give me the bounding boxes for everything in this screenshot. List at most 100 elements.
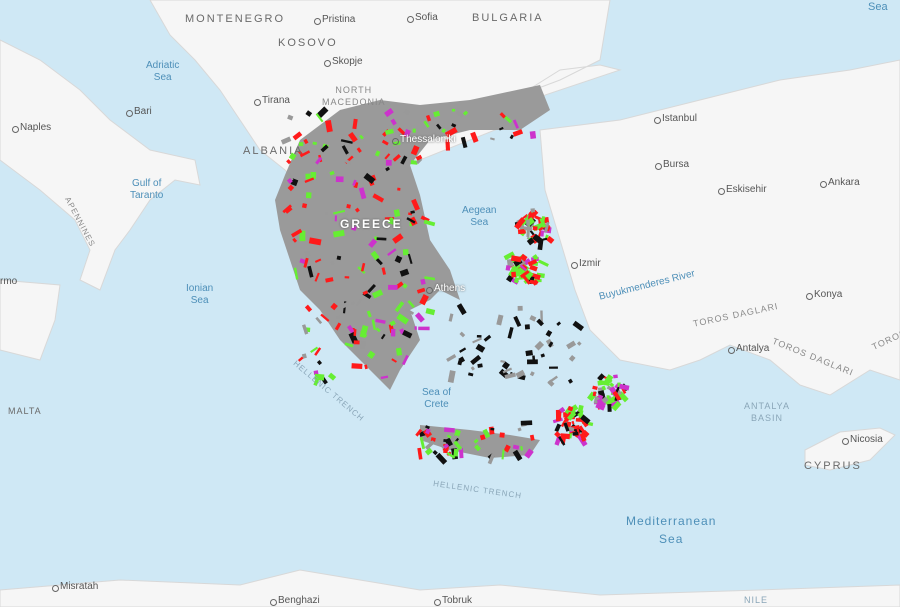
land-cover-patch [346, 324, 356, 335]
land-cover-patch [447, 370, 456, 383]
land-cover-patch [351, 363, 363, 370]
land-cover-patch [559, 406, 566, 414]
land-cover-patch [410, 210, 415, 214]
land-cover-patch [407, 253, 413, 265]
sea-label-line: Sea [153, 72, 172, 83]
land-cover-patch [374, 150, 381, 157]
land-cover-patch [362, 290, 369, 296]
city-benghazi[interactable]: Benghazi [270, 595, 320, 607]
land-cover-patch [396, 313, 410, 325]
land-cover-patch [529, 434, 535, 441]
land-cover-patch [417, 447, 423, 460]
city-nicosia[interactable]: Nicosia [842, 434, 883, 446]
city-bursa[interactable]: Bursa [655, 159, 689, 171]
land-cover-patch [435, 438, 445, 449]
land-cover-patch [496, 314, 504, 326]
land-cover-patch [402, 283, 408, 289]
land-cover-patch [560, 433, 571, 440]
sea-label-ionian: Ionian Sea [186, 283, 213, 307]
land-cover-patch [293, 267, 299, 280]
land-cover-patch [530, 208, 536, 213]
land-cover-patch [554, 423, 562, 433]
land-cover-patch [500, 359, 506, 363]
sea-label-line: Sea [659, 532, 684, 546]
city-konya[interactable]: Konya [806, 289, 842, 301]
land-cover-patch [519, 264, 527, 272]
land-cover-patch [287, 114, 294, 121]
land-cover-patch [515, 369, 526, 379]
land-cover-patch [425, 425, 430, 430]
city-izmir[interactable]: Izmir [571, 258, 601, 270]
city-antalya[interactable]: Antalya [728, 343, 769, 355]
greece-region [275, 85, 630, 465]
land-cover-patch [424, 447, 433, 456]
land-cover-patch [567, 411, 577, 421]
land-cover-patch [540, 353, 546, 358]
land-cover-patch [375, 318, 386, 324]
land-sicily [0, 279, 61, 361]
city-sofia[interactable]: Sofia [407, 12, 438, 24]
land-cover-patch [416, 287, 426, 294]
land-cover-patch [332, 229, 345, 238]
land-cover-patch [399, 268, 410, 277]
land-cover-patch [534, 340, 545, 351]
city-naples[interactable]: Naples [12, 122, 51, 134]
sea-label-line: Taranto [130, 190, 164, 201]
land-cover-patch [299, 230, 306, 242]
land-cover-patches [280, 106, 630, 465]
land-cover-patch [314, 258, 322, 263]
city-pristina[interactable]: Pristina [314, 14, 355, 26]
sea-label-line: Aegean [462, 205, 497, 216]
land-cover-patch [576, 341, 582, 346]
land-cover-patch [504, 115, 513, 124]
city-istanbul[interactable]: Istanbul [654, 113, 697, 125]
land-cover-patch [423, 219, 436, 227]
land-cover-patch [430, 437, 436, 442]
land-cover-patch [503, 444, 511, 453]
land-cover-patch [387, 248, 397, 257]
label-line: NORTH [335, 85, 373, 95]
land-cover-patch [292, 131, 303, 141]
sea-label-gulf-of-taranto: Gulf of Taranto [130, 178, 163, 202]
land-cover-patch [301, 203, 308, 209]
sea-label-adriatic: Adriatic Sea [146, 60, 179, 84]
land-cover-patch [308, 237, 322, 246]
land-cover-patch [581, 429, 590, 438]
city-misratah[interactable]: Misratah [52, 581, 98, 593]
land-cover-patch [335, 176, 344, 183]
city-bari[interactable]: Bari [126, 106, 152, 118]
sea-label-line: Mediterranean [626, 514, 717, 528]
land-cover-patch [425, 428, 431, 435]
country-label-albania: ALBANIA [243, 145, 304, 157]
city-skopje[interactable]: Skopje [324, 56, 363, 68]
city-tirana[interactable]: Tirana [254, 95, 290, 107]
land-cover-patch [284, 206, 293, 214]
land-cover-patch [436, 123, 442, 130]
land-cover-patch [310, 346, 319, 353]
land-cover-patch [420, 278, 426, 285]
land-cover-patch [387, 217, 396, 226]
city-eskisehir[interactable]: Eskisehir [718, 184, 767, 196]
land-cover-patch [353, 340, 360, 345]
city-tobruk[interactable]: Tobruk [434, 595, 472, 607]
land-cover-patch [510, 255, 522, 263]
land-cover-patch [458, 356, 466, 364]
city-athens[interactable]: Athens [426, 283, 465, 295]
land-cover-patch [507, 326, 514, 339]
land-cover-patch [539, 217, 547, 228]
land-cover-patch [459, 347, 467, 353]
city-ankara[interactable]: Ankara [820, 177, 860, 189]
land-cover-patch [499, 112, 506, 119]
land-cover-patch [335, 315, 340, 320]
land-cover-patch [312, 141, 318, 146]
land-cover-patch [305, 192, 312, 199]
land-cover-patch [532, 233, 543, 244]
city-thessaloniki[interactable]: Thessaloniki [392, 134, 456, 146]
land-cover-patch [325, 120, 333, 133]
city-palermo-partial: rmo [0, 276, 18, 287]
land-cover-patch [403, 108, 411, 116]
label-line: ANTALYA [744, 401, 791, 411]
sea-label-line: Sea of [422, 387, 451, 398]
land-cover-patch [384, 153, 391, 160]
